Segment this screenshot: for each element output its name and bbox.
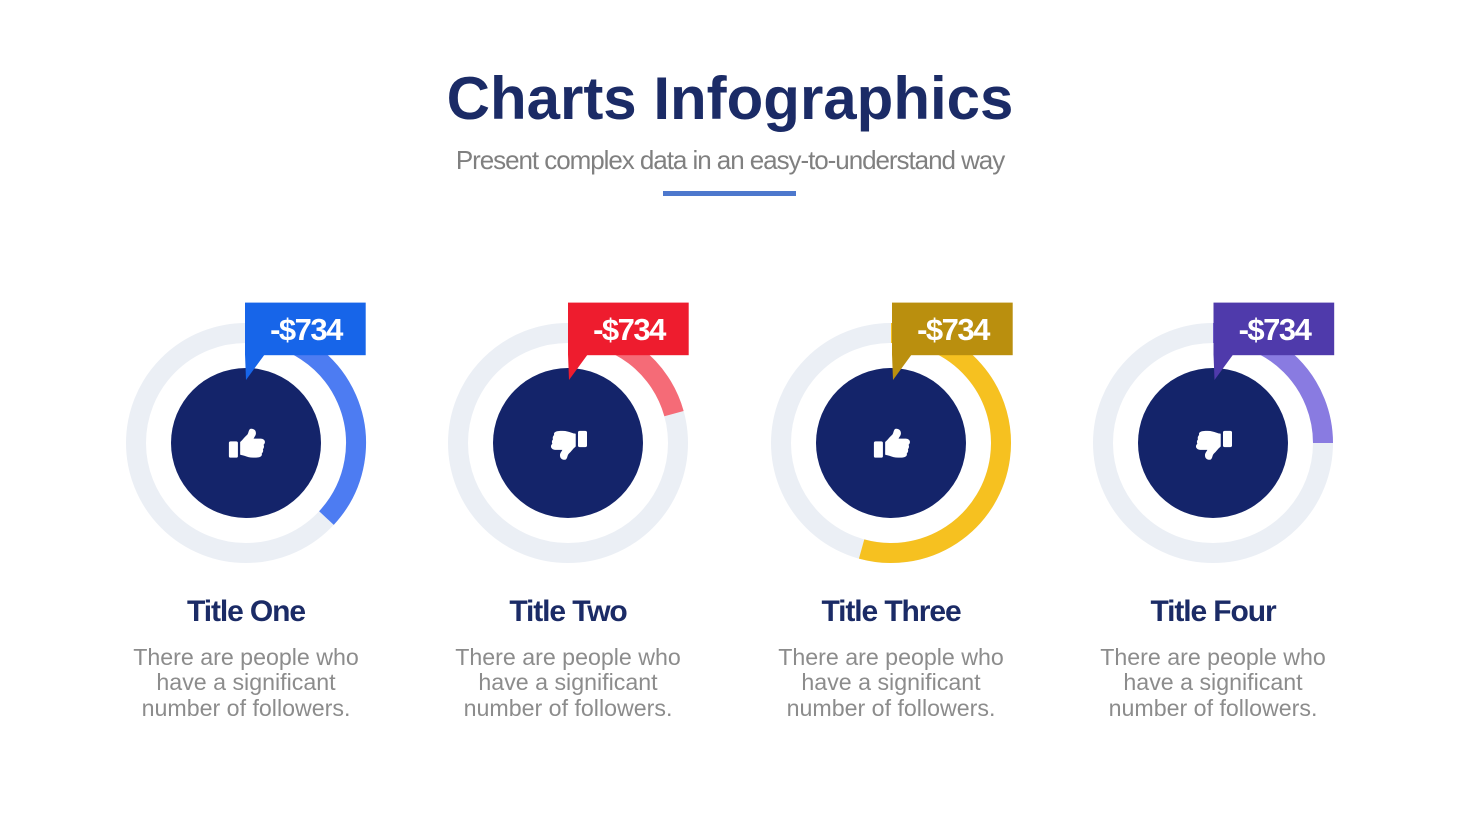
svg-text:-$734: -$734 bbox=[917, 312, 991, 347]
svg-text:-$734: -$734 bbox=[270, 312, 344, 347]
svg-text:-$734: -$734 bbox=[1239, 312, 1313, 347]
svg-text:-$734: -$734 bbox=[593, 312, 667, 347]
